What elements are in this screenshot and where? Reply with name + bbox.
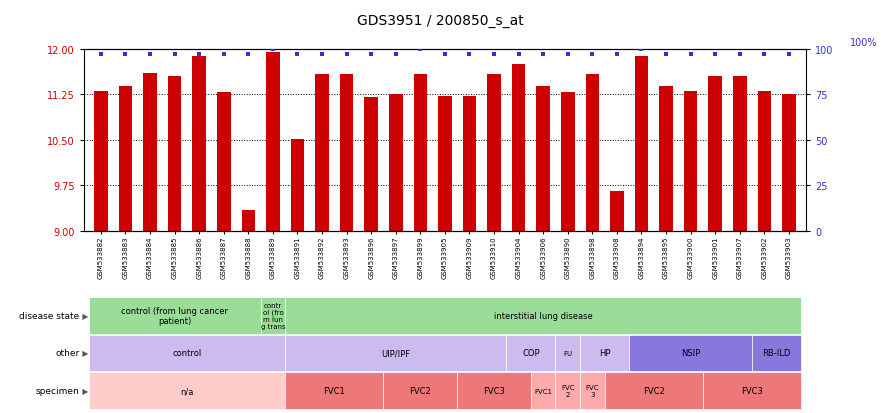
Text: contr
ol (fro
m lun
g trans: contr ol (fro m lun g trans bbox=[261, 302, 285, 329]
Text: other: other bbox=[55, 349, 79, 358]
Point bbox=[560, 52, 574, 58]
Point bbox=[634, 46, 648, 53]
Text: HP: HP bbox=[599, 349, 611, 358]
Text: FVC1: FVC1 bbox=[534, 388, 552, 394]
Point bbox=[487, 52, 501, 58]
Point bbox=[315, 52, 329, 58]
Text: NSIP: NSIP bbox=[681, 349, 700, 358]
Bar bbox=[94, 92, 107, 231]
Text: RB-ILD: RB-ILD bbox=[762, 349, 791, 358]
Text: specimen: specimen bbox=[35, 386, 79, 395]
Bar bbox=[512, 65, 525, 231]
Point bbox=[463, 52, 477, 58]
Text: ▶: ▶ bbox=[80, 386, 88, 395]
Text: FVC3: FVC3 bbox=[741, 386, 763, 395]
Y-axis label: 100%: 100% bbox=[850, 38, 877, 48]
Bar bbox=[537, 87, 550, 231]
Text: FVC
3: FVC 3 bbox=[586, 384, 599, 397]
Bar bbox=[561, 93, 574, 231]
Bar bbox=[266, 52, 279, 231]
Point bbox=[291, 52, 305, 58]
Bar bbox=[708, 77, 722, 231]
Point bbox=[659, 52, 673, 58]
Bar bbox=[733, 77, 746, 231]
Point bbox=[585, 52, 599, 58]
Text: GDS3951 / 200850_s_at: GDS3951 / 200850_s_at bbox=[357, 14, 524, 28]
Bar bbox=[389, 95, 403, 231]
Text: control (from lung cancer
patient): control (from lung cancer patient) bbox=[121, 306, 228, 325]
Bar bbox=[659, 87, 673, 231]
Point bbox=[537, 52, 551, 58]
Text: UIP/IPF: UIP/IPF bbox=[381, 349, 411, 358]
Text: interstitial lung disease: interstitial lung disease bbox=[494, 311, 593, 320]
Bar bbox=[438, 97, 452, 231]
Point bbox=[610, 52, 624, 58]
Point bbox=[389, 52, 403, 58]
Bar bbox=[487, 75, 500, 231]
Point bbox=[413, 46, 427, 53]
Point bbox=[758, 52, 772, 58]
Bar bbox=[782, 95, 796, 231]
Bar bbox=[144, 74, 157, 231]
Bar bbox=[365, 98, 378, 231]
Text: FVC2: FVC2 bbox=[643, 386, 664, 395]
Text: FVC3: FVC3 bbox=[483, 386, 505, 395]
Text: FVC2: FVC2 bbox=[410, 386, 431, 395]
Point bbox=[438, 52, 452, 58]
Bar bbox=[119, 87, 132, 231]
Point bbox=[512, 52, 526, 58]
Point bbox=[733, 52, 747, 58]
Bar bbox=[291, 139, 304, 231]
Point bbox=[167, 52, 181, 58]
Bar bbox=[758, 92, 771, 231]
Bar bbox=[168, 77, 181, 231]
Text: COP: COP bbox=[522, 349, 540, 358]
Point bbox=[192, 52, 206, 58]
Point bbox=[339, 52, 353, 58]
Bar bbox=[241, 210, 255, 231]
Text: disease state: disease state bbox=[19, 311, 79, 320]
Point bbox=[708, 52, 722, 58]
Point bbox=[364, 52, 378, 58]
Point bbox=[217, 52, 231, 58]
Bar bbox=[217, 93, 231, 231]
Text: n/a: n/a bbox=[181, 386, 194, 395]
Text: FVC1: FVC1 bbox=[323, 386, 345, 395]
Point bbox=[94, 52, 108, 58]
Bar bbox=[413, 75, 427, 231]
Point bbox=[781, 52, 796, 58]
Bar bbox=[463, 97, 477, 231]
Point bbox=[684, 52, 698, 58]
Point bbox=[266, 46, 280, 53]
Bar bbox=[611, 192, 624, 231]
Point bbox=[143, 52, 157, 58]
Bar bbox=[634, 57, 648, 231]
Bar bbox=[315, 75, 329, 231]
Bar bbox=[340, 75, 353, 231]
Text: ▶: ▶ bbox=[80, 349, 88, 358]
Text: FU: FU bbox=[563, 350, 573, 356]
Text: ▶: ▶ bbox=[80, 311, 88, 320]
Point bbox=[118, 52, 132, 58]
Bar bbox=[684, 92, 698, 231]
Text: control: control bbox=[173, 349, 202, 358]
Point bbox=[241, 52, 255, 58]
Bar bbox=[192, 57, 206, 231]
Text: FVC
2: FVC 2 bbox=[561, 384, 574, 397]
Bar bbox=[586, 75, 599, 231]
